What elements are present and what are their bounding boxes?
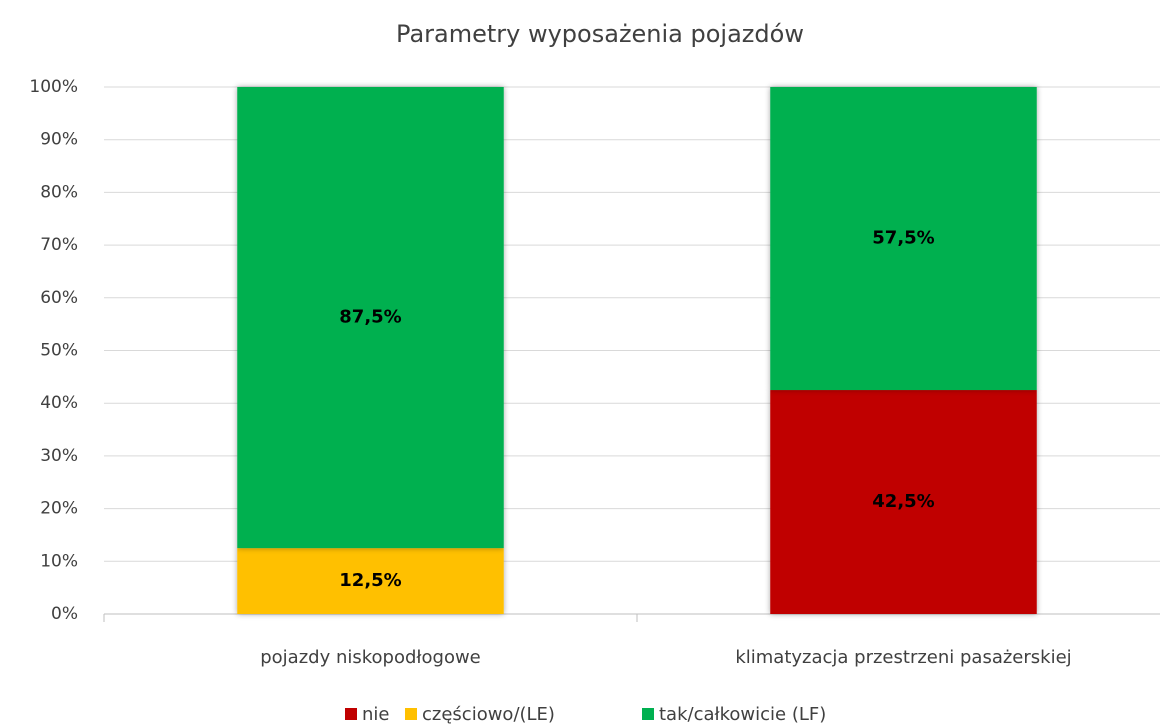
legend-label: nie bbox=[362, 704, 389, 725]
data-label: 12,5% bbox=[339, 570, 401, 591]
legend-swatch bbox=[345, 708, 357, 720]
legend-swatch bbox=[405, 708, 417, 720]
data-label: 87,5% bbox=[339, 307, 401, 328]
bar-segment bbox=[237, 87, 504, 549]
y-tick-label: 10% bbox=[40, 551, 78, 571]
bar-segment bbox=[770, 390, 1037, 614]
data-label: 57,5% bbox=[872, 228, 934, 249]
y-tick-label: 0% bbox=[51, 604, 78, 624]
bar-segment bbox=[237, 548, 504, 614]
y-tick-label: 40% bbox=[40, 393, 78, 413]
data-label: 42,5% bbox=[872, 491, 934, 512]
x-tick-label: pojazdy niskopodłogowe bbox=[260, 647, 481, 668]
legend-label: częściowo/(LE) bbox=[422, 704, 555, 725]
bar-segment bbox=[770, 87, 1037, 391]
legend-swatch bbox=[642, 708, 654, 720]
y-tick-label: 100% bbox=[29, 77, 78, 97]
legend-label: tak/całkowicie (LF) bbox=[659, 704, 826, 725]
y-tick-label: 20% bbox=[40, 499, 78, 519]
y-tick-label: 70% bbox=[40, 235, 78, 255]
y-tick-label: 60% bbox=[40, 288, 78, 308]
x-tick-label: klimatyzacja przestrzeni pasażerskiej bbox=[735, 647, 1071, 668]
y-tick-label: 50% bbox=[40, 341, 78, 361]
y-tick-label: 90% bbox=[40, 130, 78, 150]
y-tick-label: 30% bbox=[40, 446, 78, 466]
chart-title: Parametry wyposażenia pojazdów bbox=[396, 20, 804, 48]
y-tick-label: 80% bbox=[40, 182, 78, 202]
